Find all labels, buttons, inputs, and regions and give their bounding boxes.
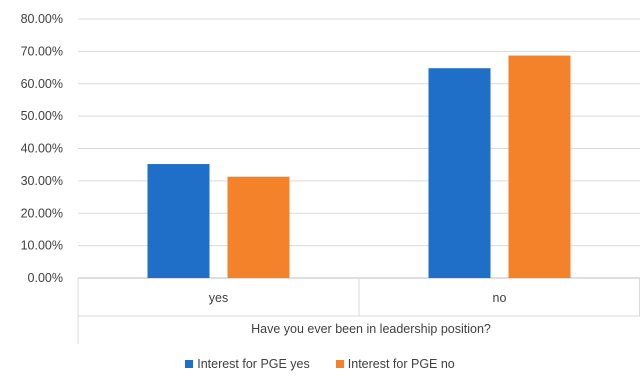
legend-label: Interest for PGE no [347, 357, 455, 371]
bar-yes-series-2 [227, 176, 290, 278]
y-tick-label: 30.00% [21, 174, 63, 188]
x-tick-label: no [493, 291, 507, 305]
x-axis-title: Have you ever been in leadership positio… [251, 322, 491, 336]
legend-label: Interest for PGE yes [197, 357, 310, 371]
bar-no-series-1 [428, 68, 491, 279]
y-tick-label: 0.00% [28, 271, 63, 285]
legend: Interest for PGE yes Interest for PGE no [0, 357, 640, 371]
x-axis: yes no [77, 278, 640, 344]
legend-swatch [335, 360, 344, 368]
y-tick-label: 60.00% [21, 77, 63, 91]
y-axis-ticks: 0.00% 10.00% 20.00% 30.00% 40.00% 50.00% 60.00… [21, 12, 63, 285]
y-tick-label: 20.00% [21, 206, 63, 220]
y-tick-label: 70.00% [21, 44, 63, 58]
bars [147, 55, 571, 279]
y-tick-label: 10.00% [21, 239, 63, 253]
bar-yes-series-1 [147, 164, 210, 278]
legend-item-1: Interest for PGE yes [185, 357, 310, 371]
legend-swatch [185, 360, 194, 368]
x-tick-label: yes [209, 291, 228, 305]
y-tick-label: 80.00% [21, 12, 63, 26]
legend-item-2: Interest for PGE no [335, 357, 455, 371]
y-tick-label: 50.00% [21, 109, 63, 123]
y-tick-label: 40.00% [21, 142, 63, 156]
bar-no-series-2 [508, 55, 571, 278]
